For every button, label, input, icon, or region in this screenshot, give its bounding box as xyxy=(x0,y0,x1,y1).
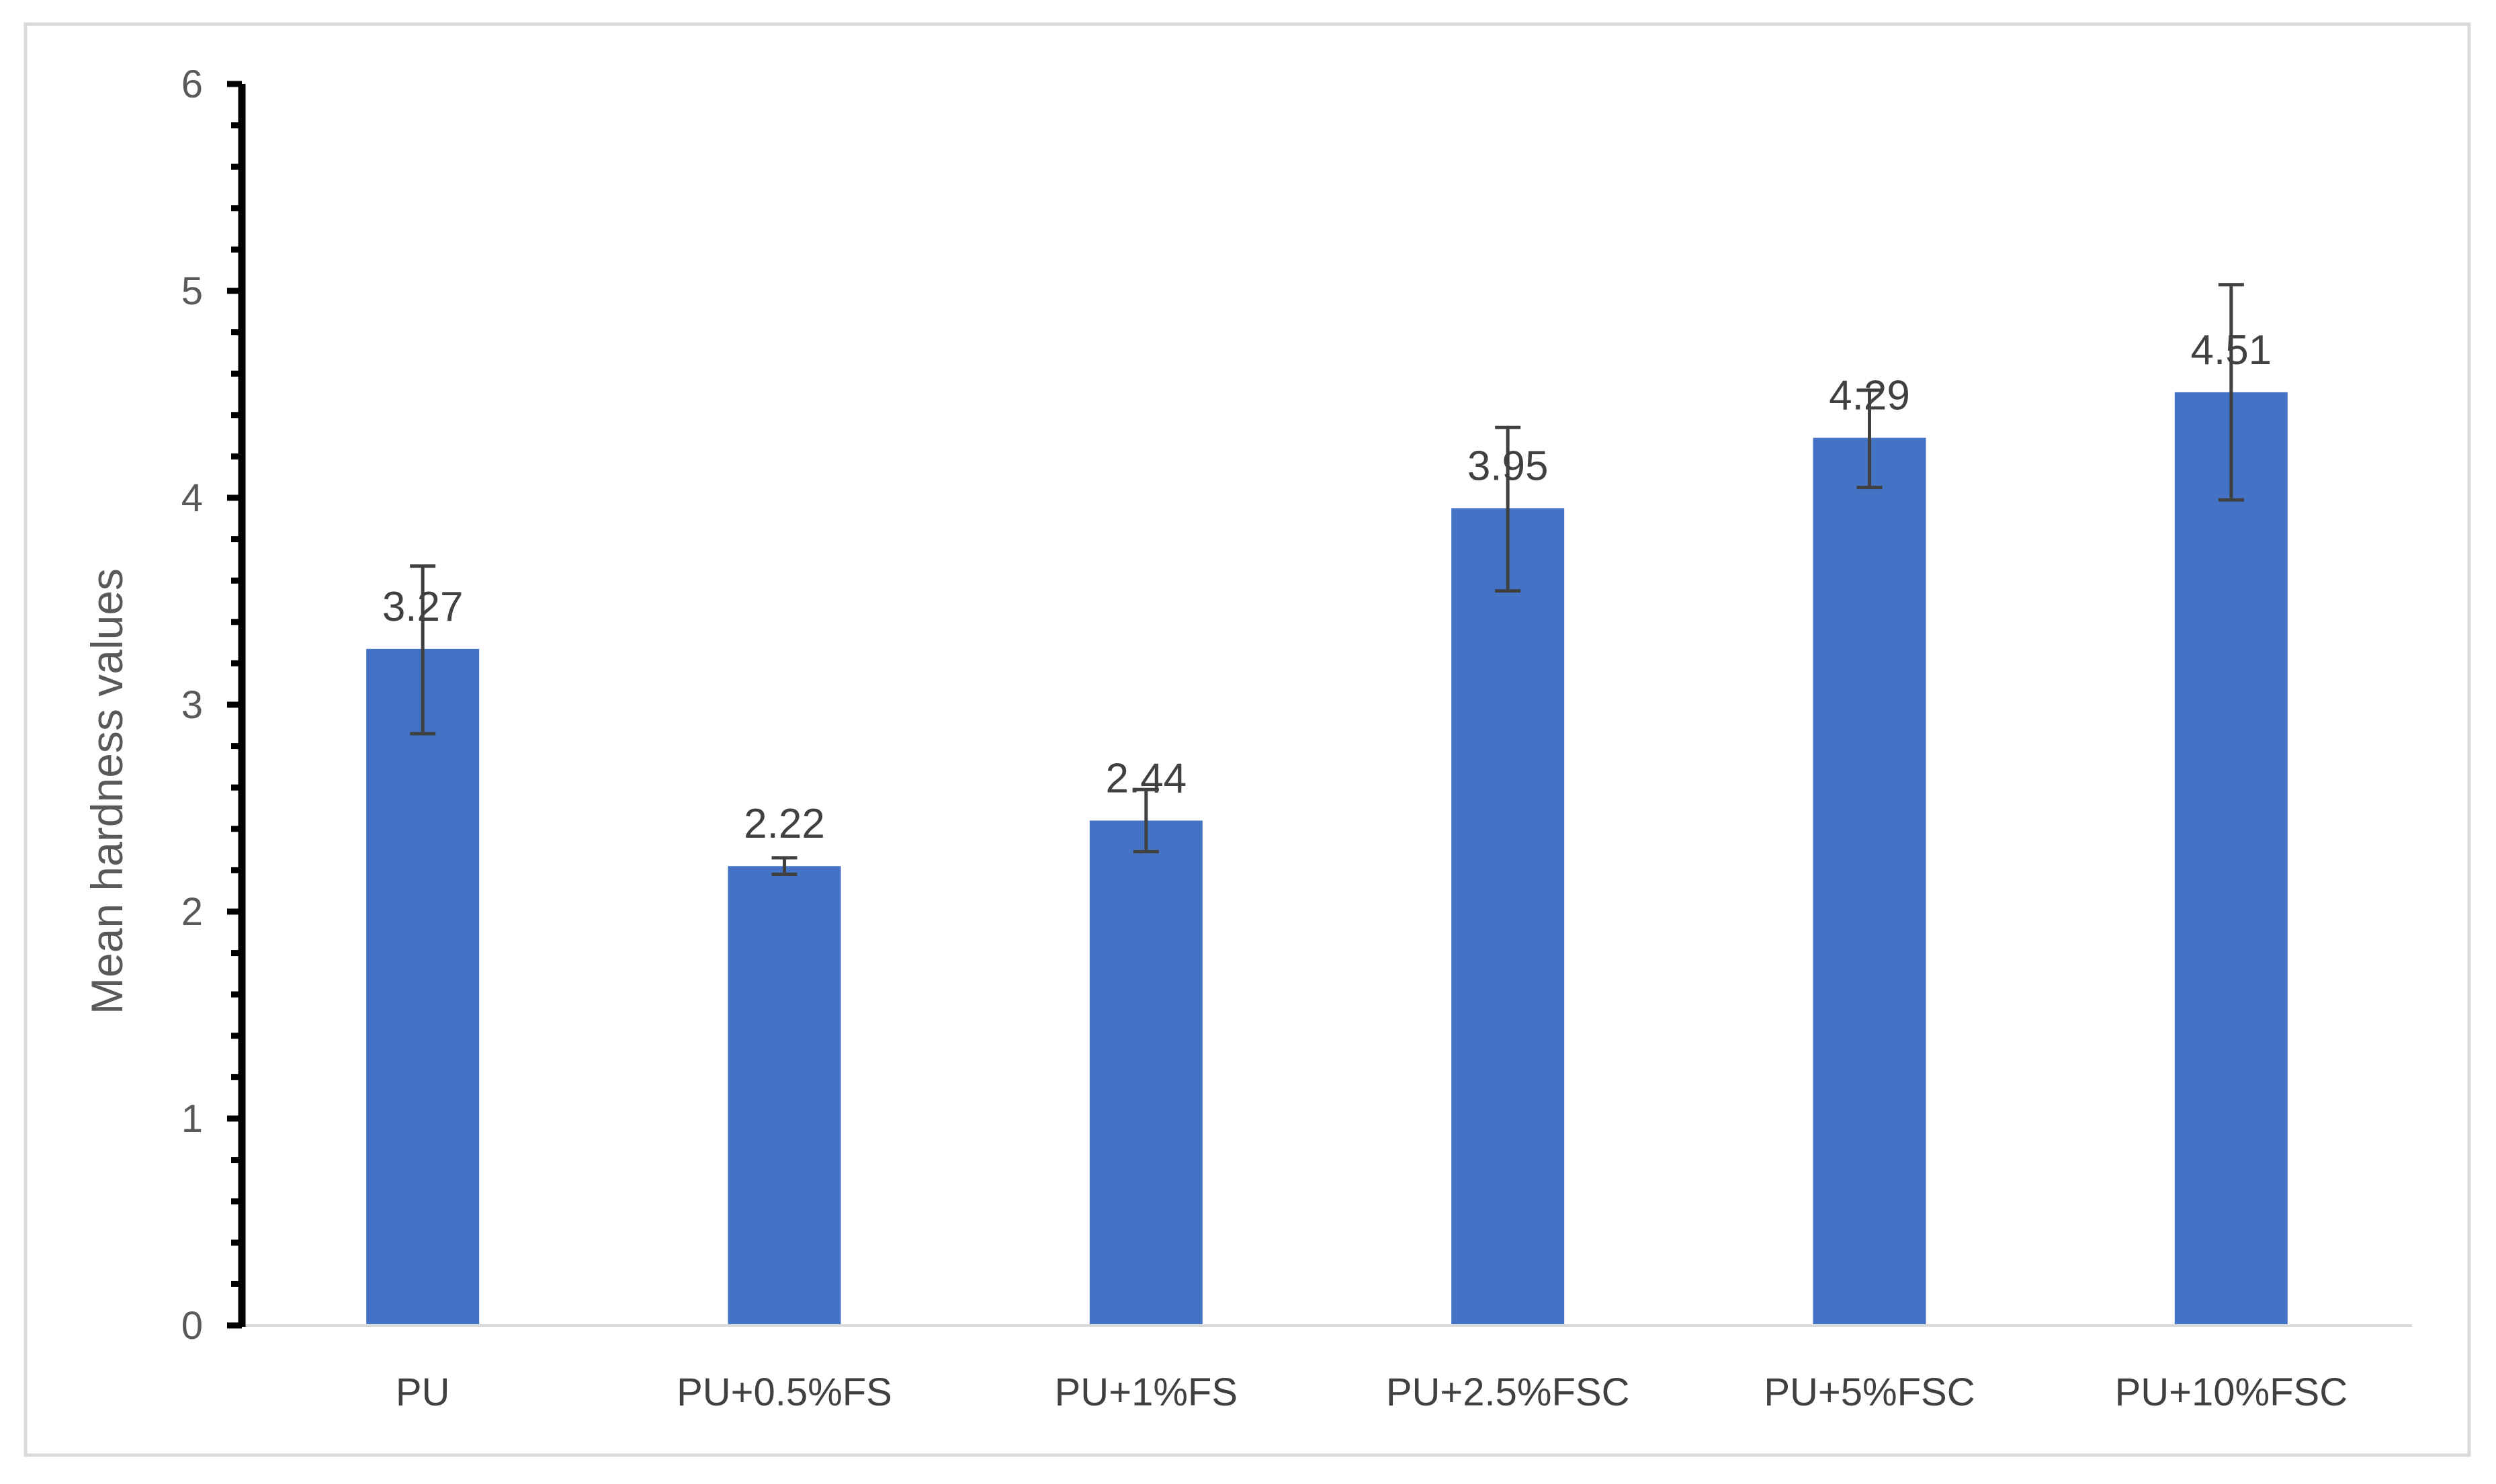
data-label: 2.44 xyxy=(1105,755,1187,801)
bar xyxy=(1451,508,1565,1325)
bar xyxy=(728,866,841,1325)
bar xyxy=(2174,392,2288,1326)
error-bars-layer xyxy=(410,283,2244,877)
y-tick-label: 0 xyxy=(181,1304,203,1348)
labels-layer: 0 1 2 3 4 5 6 3.27 PU 2.22 PU+0.5%FS 2.44 PU+1%FS 3.9… xyxy=(181,62,2348,1414)
data-label: 4.51 xyxy=(2190,327,2272,374)
axes-layer xyxy=(227,81,2412,1329)
x-category-label: PU xyxy=(396,1370,450,1414)
bars-layer xyxy=(366,392,2288,1326)
y-tick-label: 4 xyxy=(181,476,203,520)
bar xyxy=(1089,820,1203,1325)
x-category-label: PU+0.5%FS xyxy=(677,1370,892,1414)
x-category-label: PU+10%FSC xyxy=(2115,1370,2348,1414)
y-axis-title: Mean hardness values xyxy=(82,568,132,1014)
bar xyxy=(366,648,480,1325)
y-tick-label: 1 xyxy=(181,1097,203,1141)
y-tick-label: 2 xyxy=(181,890,203,934)
data-label: 3.95 xyxy=(1467,443,1549,489)
bar xyxy=(1813,437,1926,1326)
data-label: 2.22 xyxy=(744,801,825,847)
chart-border xyxy=(24,22,2471,1457)
x-category-label: PU+1%FS xyxy=(1055,1370,1238,1414)
y-tick-label: 6 xyxy=(181,62,203,106)
x-category-label: PU+2.5%FSC xyxy=(1386,1370,1630,1414)
x-category-label: PU+5%FSC xyxy=(1764,1370,1975,1414)
y-tick-label: 3 xyxy=(181,683,203,727)
data-label: 4.29 xyxy=(1829,373,1910,419)
data-label: 3.27 xyxy=(382,584,464,630)
y-tick-label: 5 xyxy=(181,269,203,313)
